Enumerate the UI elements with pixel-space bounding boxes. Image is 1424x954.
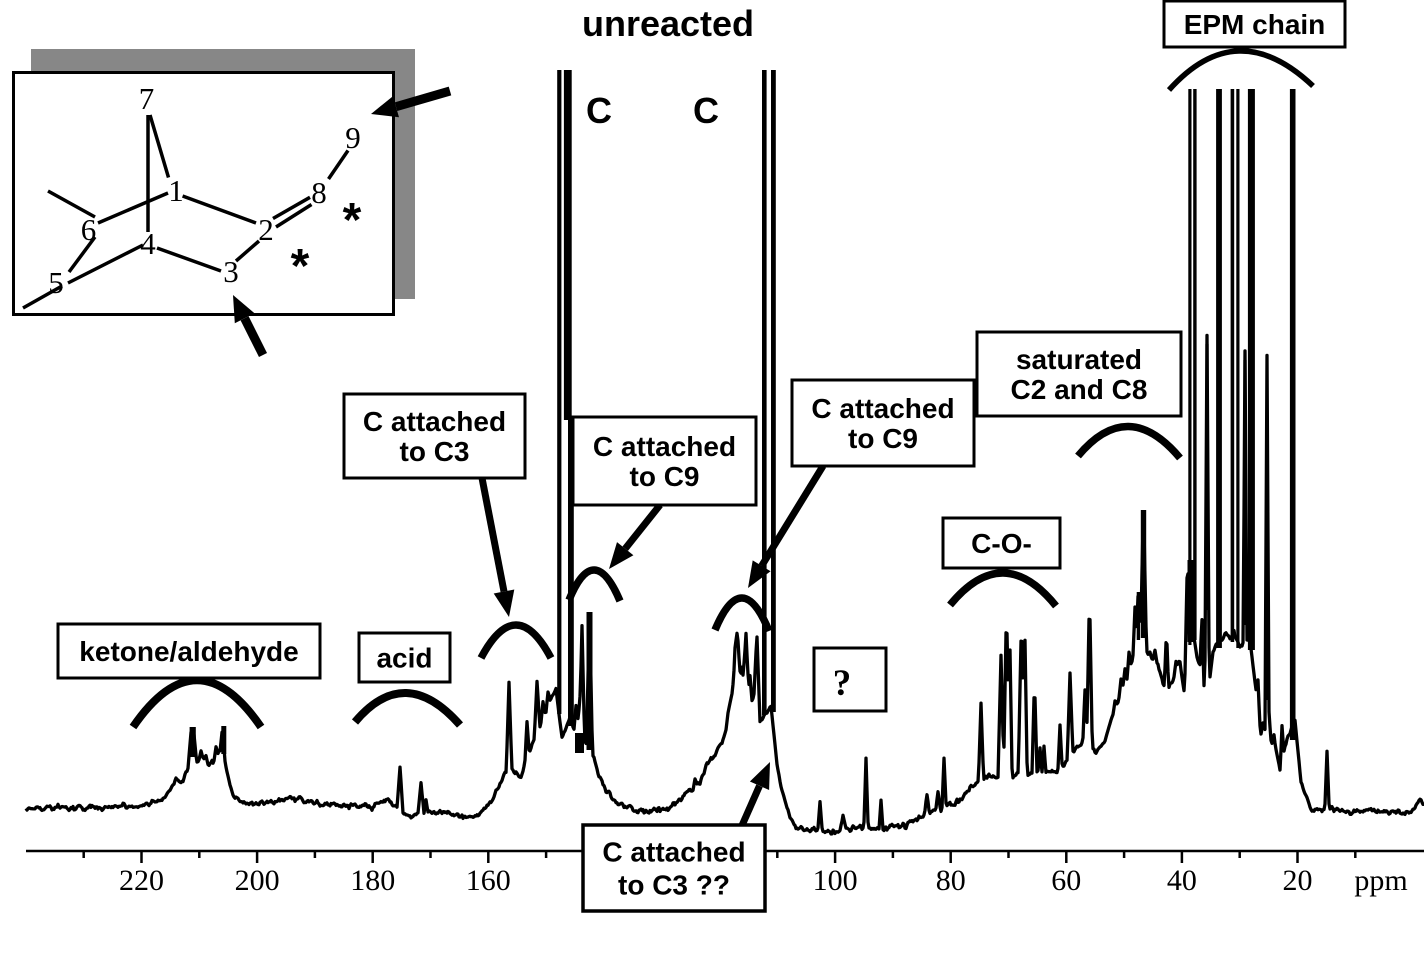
svg-text:6: 6 [81, 212, 97, 247]
svg-text:to C9: to C9 [630, 461, 700, 492]
svg-text:220: 220 [119, 864, 164, 897]
svg-text:160: 160 [466, 864, 511, 897]
svg-text:to C9: to C9 [848, 423, 918, 454]
svg-text:*: * [291, 240, 310, 293]
svg-text:*: * [343, 194, 362, 247]
svg-text:EPM chain: EPM chain [1184, 9, 1326, 40]
svg-text:3: 3 [223, 254, 239, 289]
svg-text:C2 and C8: C2 and C8 [1011, 374, 1148, 405]
svg-text:C attached: C attached [602, 836, 745, 867]
svg-text:4: 4 [140, 226, 156, 261]
svg-text:1: 1 [168, 173, 184, 208]
svg-text:acid: acid [376, 642, 432, 673]
svg-text:C: C [693, 90, 719, 131]
svg-text:ketone/aldehyde: ketone/aldehyde [79, 636, 298, 667]
svg-text:C attached: C attached [593, 431, 736, 462]
svg-text:200: 200 [235, 864, 280, 897]
svg-text:20: 20 [1283, 864, 1313, 897]
svg-text:C-O-: C-O- [971, 528, 1032, 559]
svg-text:60: 60 [1051, 864, 1081, 897]
svg-text:5: 5 [48, 265, 64, 300]
svg-text:?: ? [833, 663, 852, 704]
svg-text:saturated: saturated [1016, 344, 1142, 375]
svg-text:C attached: C attached [363, 406, 506, 437]
svg-text:to C3: to C3 [400, 436, 470, 467]
svg-text:to C3 ??: to C3 ?? [618, 869, 730, 900]
svg-text:100: 100 [813, 864, 858, 897]
svg-text:9: 9 [345, 120, 361, 155]
svg-text:180: 180 [350, 864, 395, 897]
svg-text:80: 80 [936, 864, 966, 897]
svg-text:unreacted: unreacted [582, 3, 754, 44]
svg-text:C attached: C attached [811, 393, 954, 424]
svg-text:ppm: ppm [1354, 864, 1407, 897]
svg-text:7: 7 [139, 81, 155, 116]
svg-text:C: C [586, 90, 612, 131]
svg-text:2: 2 [258, 212, 274, 247]
svg-text:8: 8 [311, 175, 327, 210]
svg-text:40: 40 [1167, 864, 1197, 897]
